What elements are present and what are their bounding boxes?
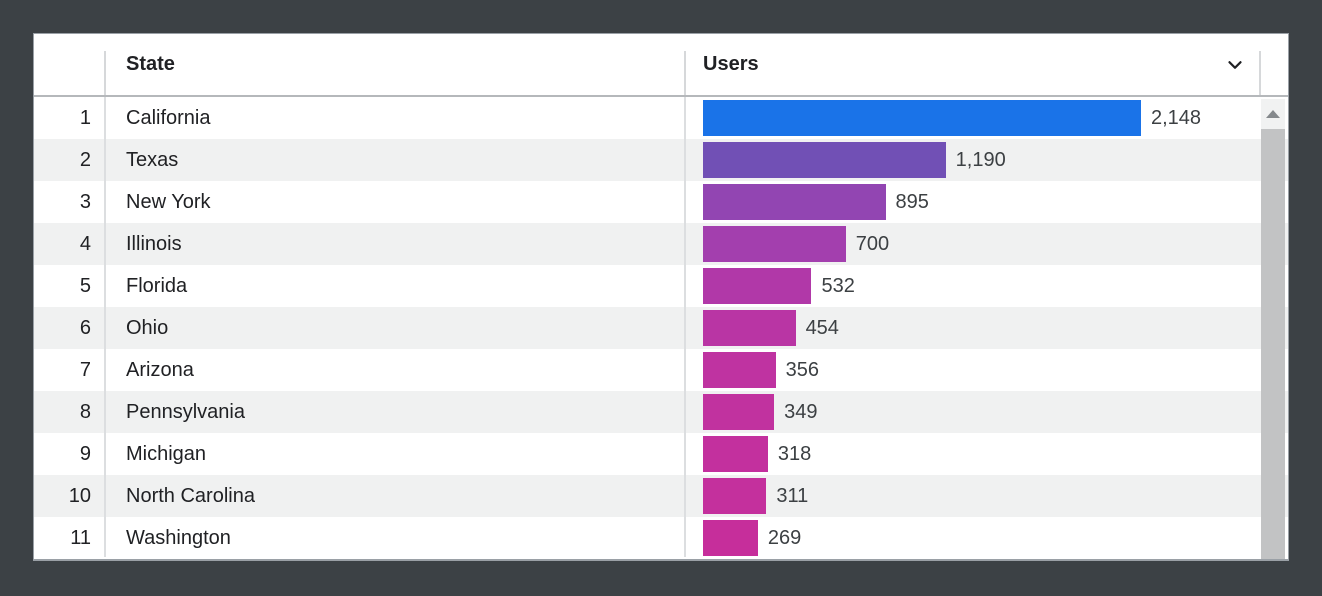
user-bar: [703, 310, 796, 346]
users-cell: 532: [684, 265, 1288, 307]
user-bar: [703, 100, 1141, 136]
users-cell: 454: [684, 307, 1288, 349]
rank-cell: 5: [79, 275, 91, 297]
user-count-label: 454: [805, 316, 839, 339]
table-row: 2 Texas 1,190: [34, 139, 1288, 181]
users-cell: 700: [684, 223, 1288, 265]
scroll-up-button[interactable]: [1261, 99, 1285, 129]
rank-cell: 1: [79, 107, 91, 129]
users-cell: 269: [684, 517, 1288, 557]
state-cell: Michigan: [104, 433, 684, 475]
rank-cell: 2: [79, 149, 91, 171]
table-row: 3 New York 895: [34, 181, 1288, 223]
rank-cell: 10: [68, 485, 91, 507]
user-count-label: 349: [784, 400, 818, 423]
state-cell: Texas: [104, 139, 684, 181]
state-cell: Pennsylvania: [104, 391, 684, 433]
table-row: 9 Michigan 318: [34, 433, 1288, 475]
state-cell: Florida: [104, 265, 684, 307]
table-row: 6 Ohio 454: [34, 307, 1288, 349]
rank-cell: 8: [79, 401, 91, 423]
user-bar: [703, 436, 768, 472]
users-cell: 356: [684, 349, 1288, 391]
user-bar: [703, 394, 775, 430]
rank-cell: 11: [70, 527, 91, 549]
users-cell: 318: [684, 433, 1288, 475]
state-cell: North Carolina: [104, 475, 684, 517]
user-bar: [703, 142, 946, 178]
user-bar: [703, 268, 812, 304]
user-count-label: 311: [776, 484, 809, 507]
table-header-row: State Users: [34, 34, 1288, 97]
chevron-down-icon[interactable]: [1223, 53, 1247, 77]
user-count-label: 269: [767, 526, 802, 549]
user-bar: [703, 352, 776, 388]
users-cell: 2,148: [684, 97, 1288, 139]
table-row: 10 North Carolina 311: [34, 475, 1288, 517]
state-cell: Illinois: [104, 223, 684, 265]
state-cell: New York: [104, 181, 684, 223]
scrollbar-thumb[interactable]: [1261, 129, 1285, 559]
column-header-users-label: Users: [703, 53, 759, 75]
rank-cell: 6: [79, 317, 91, 339]
table-row: 1 California 2,148: [34, 97, 1288, 139]
table-row: 8 Pennsylvania 349: [34, 391, 1288, 433]
header-divider: [1259, 51, 1261, 95]
state-cell: Ohio: [104, 307, 684, 349]
rank-cell: 4: [79, 233, 91, 255]
table-body: 1 California 2,148 2 Texas 1,190 3 New Y…: [34, 97, 1288, 557]
table-row: 5 Florida 532: [34, 265, 1288, 307]
user-count-label: 2,148: [1151, 106, 1202, 129]
table-row: 11 Washington 269: [34, 517, 1288, 557]
user-bar: [703, 226, 846, 262]
users-cell: 349: [684, 391, 1288, 433]
state-cell: Arizona: [104, 349, 684, 391]
state-cell: California: [104, 97, 684, 139]
user-bar: [703, 520, 758, 556]
rank-cell: 3: [79, 191, 91, 213]
users-cell: 895: [684, 181, 1288, 223]
table-row: 7 Arizona 356: [34, 349, 1288, 391]
user-count-label: 1,190: [955, 148, 1006, 171]
user-bar: [703, 478, 767, 514]
header-right-gap: [1259, 34, 1288, 95]
header-divider: [684, 51, 686, 95]
table-row: 4 Illinois 700: [34, 223, 1288, 265]
users-cell: 1,190: [684, 139, 1288, 181]
header-divider: [104, 51, 106, 95]
state-cell: Washington: [104, 517, 684, 557]
vertical-scrollbar[interactable]: [1261, 99, 1285, 559]
user-count-label: 532: [821, 274, 855, 297]
column-header-users[interactable]: Users: [684, 34, 1259, 95]
user-count-label: 356: [785, 358, 819, 381]
data-table-card: State Users 1 California 2,148 2 Texas: [33, 33, 1289, 561]
user-count-label: 895: [895, 190, 929, 213]
column-header-state-label: State: [126, 53, 175, 75]
column-header-rank: [34, 34, 104, 95]
users-cell: 311: [684, 475, 1288, 517]
column-header-state[interactable]: State: [104, 34, 684, 95]
user-count-label: 318: [777, 442, 812, 465]
rank-cell: 9: [79, 443, 91, 465]
user-count-label: 700: [855, 232, 890, 255]
rank-cell: 7: [79, 359, 91, 381]
user-bar: [703, 184, 886, 220]
triangle-up-icon: [1266, 110, 1280, 118]
